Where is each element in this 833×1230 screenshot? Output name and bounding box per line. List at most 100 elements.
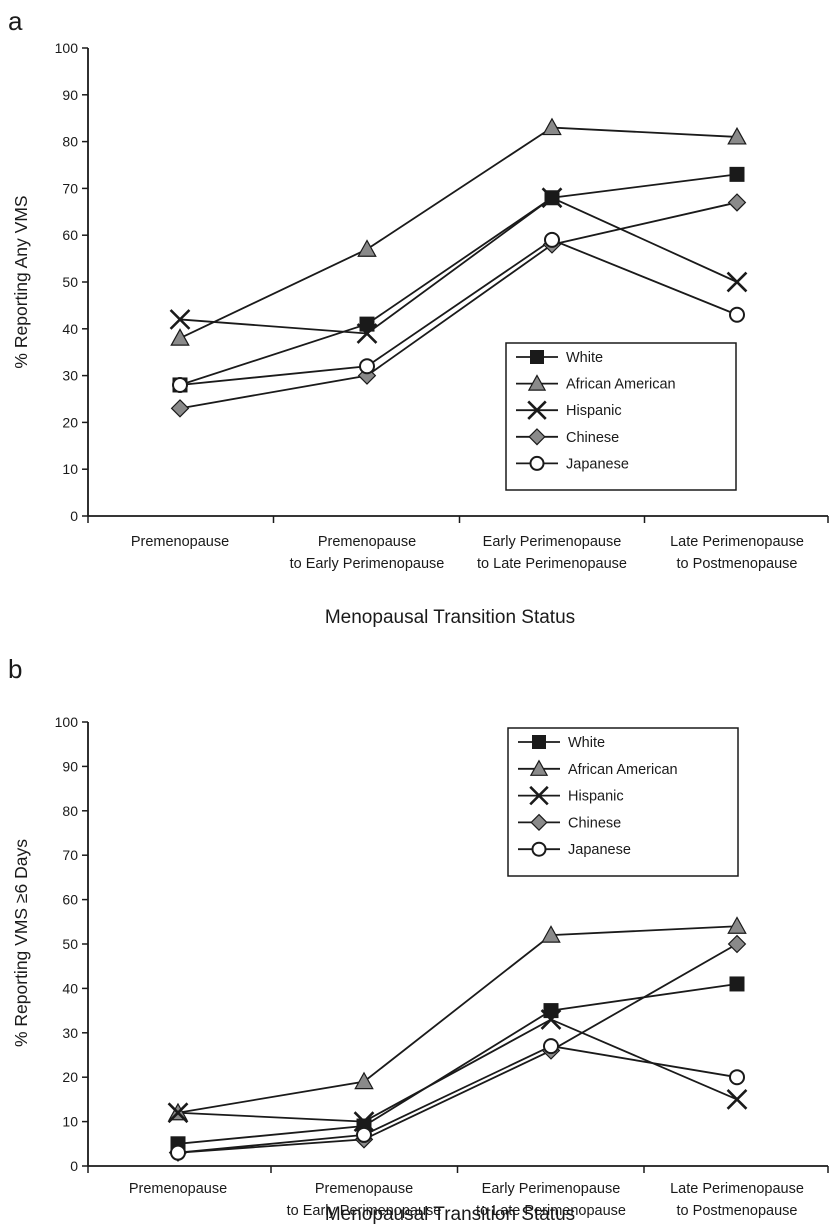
x-tick-label: to Early Perimenopause xyxy=(290,556,445,572)
legend-label: White xyxy=(568,735,605,751)
circle-marker-shape xyxy=(529,455,545,471)
series-white-point-square-marker xyxy=(359,316,375,332)
y-tick-label: 10 xyxy=(62,461,78,477)
legend-label: African American xyxy=(566,377,676,393)
circle-marker-shape xyxy=(172,376,188,393)
diamond-marker-shape xyxy=(530,813,548,832)
series-african-american-point-triangle-marker xyxy=(542,117,562,136)
series-white-point-square-marker xyxy=(729,166,745,182)
triangle-marker-shape xyxy=(354,1071,374,1090)
series-japanese-point-circle-marker xyxy=(172,376,188,393)
x-marker-stroke xyxy=(167,1102,189,1124)
x-marker-stroke xyxy=(356,323,378,344)
legend-label: White xyxy=(566,350,603,366)
square-marker-shape xyxy=(532,735,546,749)
series-hispanic-point-x-marker xyxy=(726,1089,748,1110)
circle-marker-shape xyxy=(170,1144,186,1161)
chart-panel-b: b 0 10 20 30 40 50 60 70 80 90 100 Premenopause Prem… xyxy=(8,654,829,1225)
chart-panel-a: a 0 10 20 30 40 50 60 70 80 90 100 Premenopause Prem… xyxy=(8,6,829,628)
x-tick-label: Early Perimenopause xyxy=(483,534,622,550)
x-tick-label: Premenopause xyxy=(315,1181,413,1197)
series-african-american-point-triangle-marker xyxy=(727,126,747,145)
circle-marker-shape xyxy=(543,1038,559,1055)
legend-item: Hispanic xyxy=(518,785,624,806)
series-white-point-square-marker xyxy=(543,1003,559,1019)
series-line-african-american xyxy=(179,126,738,339)
legend: White African American Hispanic Chinese Japa… xyxy=(507,727,739,877)
legend-label: Japanese xyxy=(566,456,629,472)
series-japanese-point-circle-marker xyxy=(359,358,375,375)
triangle-marker-shape xyxy=(527,374,547,391)
x-tick-label: to Postmenopause xyxy=(677,556,798,572)
series-chinese-point-diamond-marker xyxy=(727,193,747,212)
y-tick-label: 0 xyxy=(70,508,78,524)
series-line-chinese xyxy=(179,201,738,410)
y-tick-label: 100 xyxy=(55,40,79,56)
series-chinese-point-diamond-marker xyxy=(170,399,190,418)
y-tick-label: 30 xyxy=(62,1025,78,1041)
triangle-marker-shape xyxy=(541,925,561,943)
legend-circle-marker xyxy=(529,455,545,471)
x-tick-label: to Late Perimenopause xyxy=(476,1203,626,1219)
y-tick-label: 80 xyxy=(62,803,78,819)
y-tick-label: 60 xyxy=(62,892,78,908)
y-tick-label: 100 xyxy=(55,714,79,730)
circle-marker-shape xyxy=(544,231,560,248)
series-hispanic-point-x-marker xyxy=(541,187,563,209)
x-tick-label: to Postmenopause xyxy=(677,1203,798,1219)
legend-x-marker xyxy=(527,400,547,420)
series-hispanic-point-x-marker xyxy=(169,309,191,330)
triangle-marker-shape xyxy=(170,328,190,346)
legend-item: African American xyxy=(518,759,678,778)
x-marker-stroke xyxy=(169,309,191,330)
legend-item: Chinese xyxy=(518,813,621,832)
legend-label: Chinese xyxy=(568,815,621,831)
x-marker-stroke xyxy=(540,1009,562,1030)
series-japanese-point-circle-marker xyxy=(729,306,745,323)
legend-diamond-marker xyxy=(530,813,548,832)
triangle-marker-shape xyxy=(727,916,747,934)
legend-triangle-marker xyxy=(527,374,547,391)
square-marker-shape xyxy=(530,350,544,364)
legend-triangle-marker xyxy=(529,759,549,776)
circle-marker-shape xyxy=(356,1126,372,1143)
circle-marker-shape xyxy=(531,841,547,857)
legend-item: White xyxy=(518,735,605,751)
circle-marker-shape xyxy=(359,358,375,375)
y-tick-label: 70 xyxy=(62,847,78,863)
circle-marker-shape xyxy=(729,1069,745,1086)
y-axis-title: % Reporting Any VMS xyxy=(11,195,31,368)
legend-label: Hispanic xyxy=(568,789,624,805)
y-tick-label: 40 xyxy=(62,980,78,996)
y-tick-label: 30 xyxy=(62,368,78,384)
x-tick-label: Premenopause xyxy=(318,534,416,550)
series-hispanic-point-x-marker xyxy=(540,1009,562,1030)
diamond-marker-shape xyxy=(727,193,747,212)
legend-label: African American xyxy=(568,762,678,778)
triangle-marker-shape xyxy=(727,126,747,145)
series-hispanic-point-x-marker xyxy=(353,1111,375,1132)
y-tick-label: 50 xyxy=(62,274,78,290)
series-african-american-point-triangle-marker xyxy=(170,328,190,346)
legend-square-marker xyxy=(530,350,544,364)
legend-x-marker xyxy=(529,785,549,806)
panel-letter: b xyxy=(8,654,22,684)
series-line-white xyxy=(179,173,738,386)
x-tick-label: Late Perimenopause xyxy=(670,534,804,550)
series-line-african-american xyxy=(177,925,738,1114)
circle-marker-shape xyxy=(729,306,745,323)
triangle-marker-shape xyxy=(542,117,562,136)
x-marker-stroke xyxy=(726,271,748,293)
series-hispanic-point-x-marker xyxy=(356,323,378,344)
series-line-japanese xyxy=(177,1045,738,1154)
x-axis-title: Menopausal Transition Status xyxy=(325,607,575,628)
x-marker-stroke xyxy=(726,1089,748,1110)
series-african-american-point-triangle-marker xyxy=(354,1071,374,1090)
y-tick-label: 20 xyxy=(62,1069,78,1085)
x-marker-stroke xyxy=(541,187,563,209)
legend-item: White xyxy=(516,350,603,366)
y-tick-label: 0 xyxy=(70,1158,78,1174)
y-tick-label: 90 xyxy=(62,87,78,103)
triangle-marker-shape xyxy=(529,759,549,776)
series-line-hispanic xyxy=(177,1018,738,1123)
